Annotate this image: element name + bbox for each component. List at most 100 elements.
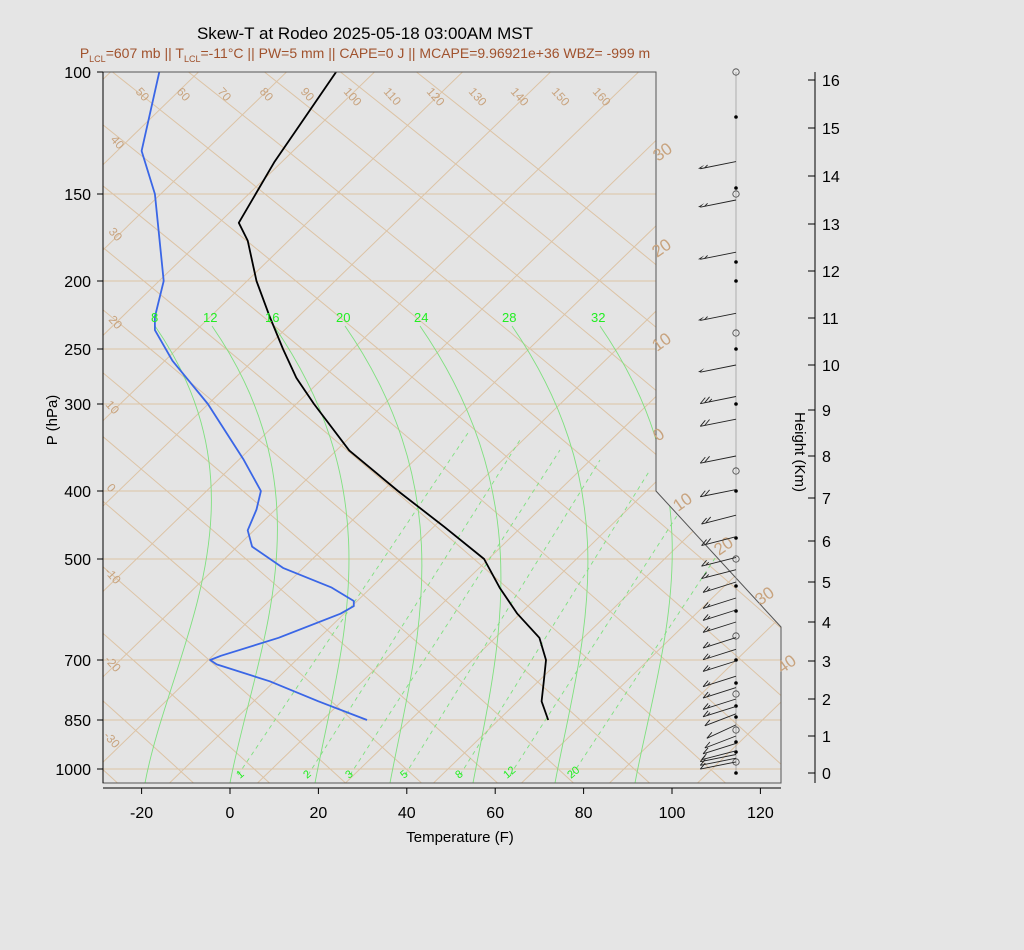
wind-barb <box>702 581 737 593</box>
height-tick-label: 0 <box>822 766 831 783</box>
dry-adiabat-line <box>147 72 781 783</box>
wind-barb <box>702 637 737 649</box>
mixing-ratio-label: 28 <box>502 310 516 325</box>
wind-level-dot <box>734 347 738 351</box>
height-tick-label: 8 <box>822 449 831 466</box>
isotherm-line <box>239 72 781 783</box>
height-axis-label: Height (Km) <box>791 412 808 492</box>
pressure-tick-label: 150 <box>64 187 91 204</box>
wind-barb-column <box>698 68 740 775</box>
height-tick-label: 15 <box>822 121 840 138</box>
height-tick-label: 6 <box>822 534 831 551</box>
wind-level-dot <box>734 115 738 119</box>
y-axis-label: P (hPa) <box>44 395 61 446</box>
wind-barb <box>702 621 737 633</box>
isotherm-line <box>103 72 357 783</box>
wind-level-circle <box>732 555 740 563</box>
dry-adiabat-line <box>103 72 669 783</box>
isotherm-line <box>103 72 269 783</box>
dry-adiabat-line <box>299 72 781 783</box>
wind-barb <box>698 161 737 170</box>
wind-level-circle <box>732 726 740 734</box>
wind-barb <box>702 742 737 755</box>
mixing-ratio-line <box>307 439 521 776</box>
wind-barb <box>699 757 737 766</box>
temperature-tick-label: 20 <box>310 805 328 822</box>
wind-level-circle <box>732 329 740 337</box>
wind-level-dot <box>734 740 738 744</box>
wind-level-dot <box>734 260 738 264</box>
pressure-tick-label: 850 <box>64 713 91 730</box>
wind-level-dot <box>734 609 738 613</box>
height-tick-label: 7 <box>822 491 831 508</box>
isotherm-line <box>415 72 781 783</box>
moist-adiabat-line <box>144 325 212 783</box>
mixing-ratio-label: 16 <box>265 310 279 325</box>
wind-barb <box>702 705 737 718</box>
pressure-tick-label: 300 <box>64 397 91 414</box>
isotherm-line <box>944 5 1024 800</box>
wind-level-dot <box>734 681 738 685</box>
dry-adiabat-line <box>103 72 517 783</box>
p-lcl-value: 607 mb <box>113 45 161 61</box>
wind-barb <box>701 750 737 761</box>
dry-adiabat-line <box>103 72 781 783</box>
mixing-ratio-line <box>571 489 761 776</box>
height-tick-label: 10 <box>822 358 840 375</box>
wind-barb <box>699 489 737 498</box>
wind-level-circle <box>732 68 740 76</box>
isotherm-line <box>591 72 781 783</box>
wind-barb <box>702 660 737 672</box>
wind-barb <box>701 536 737 546</box>
wind-level-dot <box>734 279 738 283</box>
mixing-ratio-label: 32 <box>591 310 605 325</box>
wind-barb <box>702 687 737 699</box>
mixing-ratio-line <box>349 449 561 776</box>
pressure-tick-label: 500 <box>64 552 91 569</box>
temperature-tick-label: -20 <box>130 805 153 822</box>
t-lcl-value: -11°C <box>208 45 244 61</box>
mixing-ratio-label: 24 <box>414 310 428 325</box>
temperature-profile-line <box>237 72 550 721</box>
wind-barb <box>702 675 737 688</box>
wbz-value: -999 m <box>606 45 651 61</box>
wind-barb <box>699 761 737 770</box>
wind-barb <box>702 597 737 609</box>
wind-barb <box>699 418 737 427</box>
height-tick-label: 2 <box>822 692 831 709</box>
wind-barb <box>702 609 737 621</box>
dewpoint-profile-line <box>140 72 368 721</box>
dry-adiabat-line <box>103 72 441 783</box>
wind-barb <box>701 514 737 525</box>
pressure-tick-label: 250 <box>64 342 91 359</box>
wind-barb <box>698 364 737 373</box>
height-tick-label: 9 <box>822 403 831 420</box>
plot-area <box>103 72 781 783</box>
mixing-ratio-label: 12 <box>203 310 217 325</box>
wind-barb <box>704 713 737 727</box>
wind-level-dot <box>734 186 738 190</box>
mixing-ratio-line <box>459 469 651 776</box>
wind-barb <box>698 312 737 321</box>
sounding-profiles <box>140 72 550 721</box>
pressure-tick-label: 400 <box>64 484 91 501</box>
x-axis-label: Temperature (F) <box>406 829 514 846</box>
moist-adiabat-line <box>211 325 278 783</box>
wind-level-dot <box>734 584 738 588</box>
pressure-tick-label: 1000 <box>55 762 91 779</box>
wind-level-circle <box>732 632 740 640</box>
height-tick-label: 5 <box>822 575 831 592</box>
temperature-tick-label: 60 <box>486 805 504 822</box>
height-tick-label: 4 <box>822 615 831 632</box>
temperature-tick-label: 40 <box>398 805 416 822</box>
wind-barb <box>704 735 737 749</box>
wind-level-dot <box>734 715 738 719</box>
dry-adiabat-line <box>103 72 365 783</box>
moist-adiabat-line <box>419 325 502 783</box>
dry-adiabat-line <box>103 72 289 783</box>
isotherm-line <box>103 72 445 783</box>
mixing-ratio-label: 8 <box>151 310 158 325</box>
isotherm-line <box>767 72 781 783</box>
wind-barb <box>699 396 737 405</box>
